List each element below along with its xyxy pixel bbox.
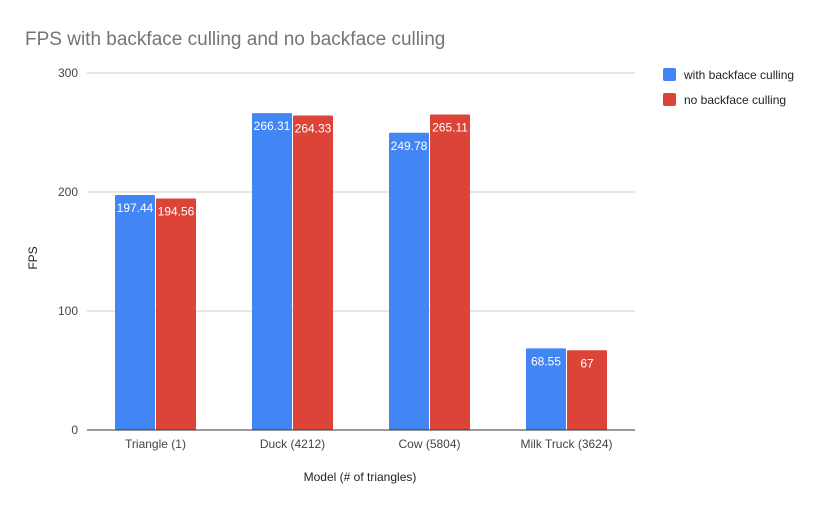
bar	[156, 198, 196, 430]
bar-value-label: 67	[580, 356, 594, 370]
x-tick-label: Triangle (1)	[125, 437, 186, 451]
legend-label: with backface culling	[683, 68, 794, 82]
bar	[115, 195, 155, 430]
bar	[430, 114, 470, 430]
bars	[115, 113, 607, 431]
legend-swatch	[663, 93, 676, 106]
x-axis-label: Model (# of triangles)	[304, 470, 417, 484]
x-axis-ticks: Triangle (1) Duck (4212) Cow (5804) Milk Tr…	[125, 437, 612, 451]
bar-value-label: 197.44	[117, 201, 154, 215]
chart-title: FPS with backface culling and no backfac…	[25, 29, 445, 50]
y-axis-label: FPS	[26, 246, 40, 269]
bar	[252, 113, 292, 431]
bar	[293, 115, 333, 430]
y-axis-ticks: 0 100 200 300	[58, 66, 78, 437]
bar	[389, 132, 429, 431]
bar-value-label: 68.55	[531, 354, 561, 368]
legend-swatch	[663, 68, 676, 81]
legend: with backface culling no backface culling	[663, 68, 794, 107]
bar-value-label: 194.56	[158, 204, 195, 218]
legend-label: no backface culling	[684, 93, 786, 107]
bar	[567, 350, 607, 430]
bar-value-label: 249.78	[391, 139, 428, 153]
y-tick-label: 300	[58, 66, 78, 80]
bar-value-label: 266.31	[254, 119, 291, 133]
y-tick-label: 100	[58, 304, 78, 318]
bar-data-labels: 197.44 194.56 266.31 264.33 249.78 265.11 68.5…	[117, 119, 594, 370]
x-tick-label: Duck (4212)	[260, 437, 325, 451]
x-tick-label: Cow (5804)	[398, 437, 460, 451]
bar-value-label: 265.11	[432, 121, 468, 135]
bar-value-label: 264.33	[295, 121, 332, 135]
y-tick-label: 200	[58, 185, 78, 199]
x-tick-label: Milk Truck (3624)	[520, 437, 612, 451]
bar	[526, 348, 566, 430]
y-tick-label: 0	[71, 423, 78, 437]
